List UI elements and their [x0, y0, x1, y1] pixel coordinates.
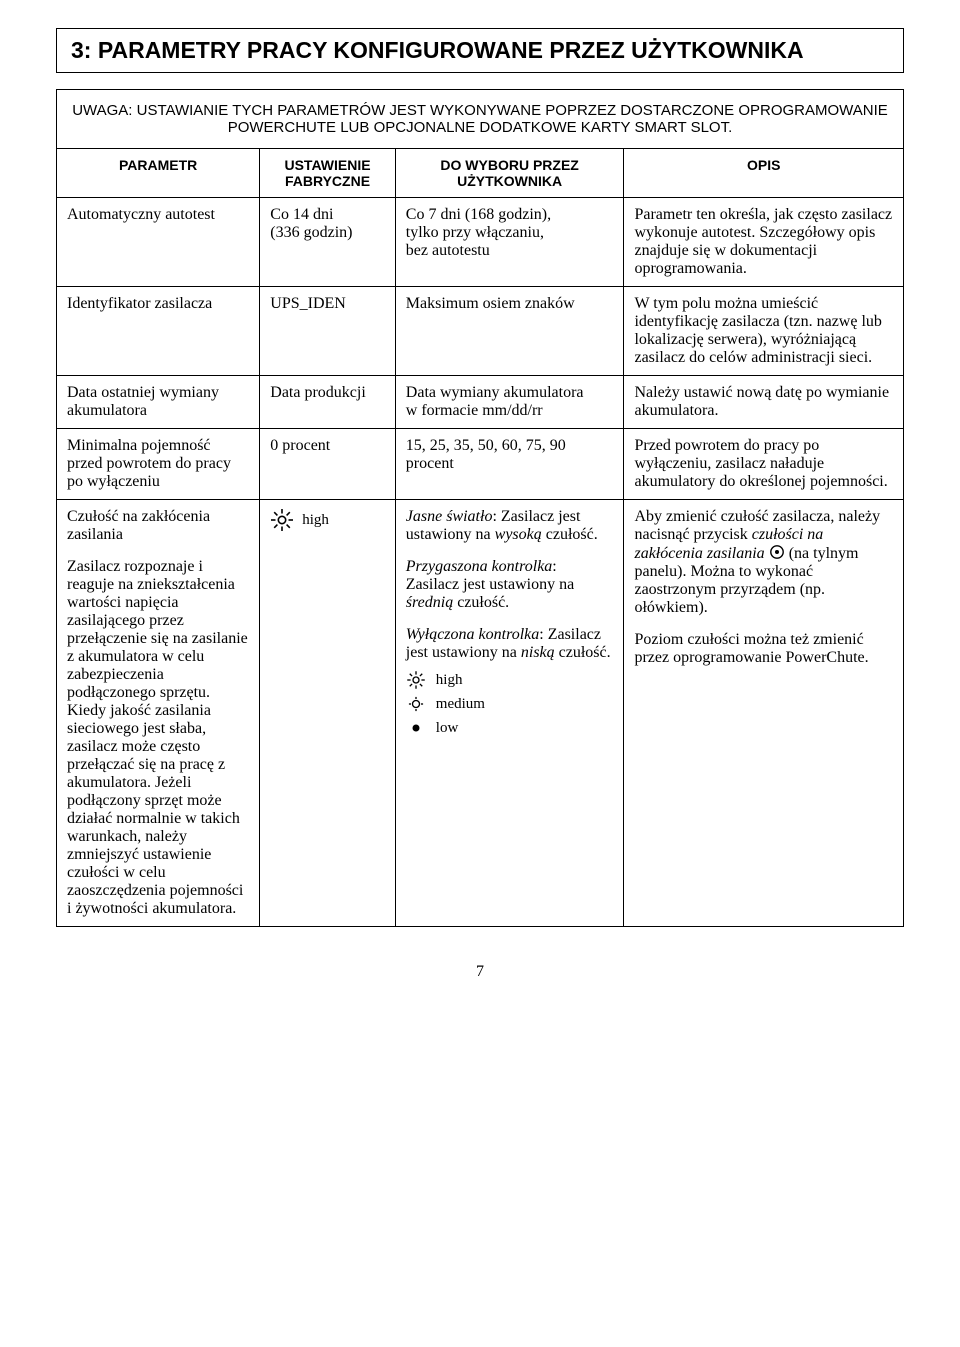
- cell-choice-mincap: 15, 25, 35, 50, 60, 75, 90 procent: [395, 429, 624, 500]
- sens-desc-p1: Aby zmienić czułość zasilacza, należy na…: [634, 508, 893, 617]
- sens-choice-p3a: Wyłączona kontrolka: [406, 626, 539, 643]
- sens-choice-p3c: niską: [521, 644, 555, 661]
- header-desc: OPIS: [624, 149, 904, 198]
- header-choice: DO WYBORU PRZEZ UŻYTKOWNIKA: [395, 149, 624, 198]
- header-parameter-text: PARAMETR: [119, 157, 197, 173]
- sens-choice-p1a: Jasne światło: [406, 508, 493, 525]
- section-title: 3: PARAMETRY PRACY KONFIGUROWANE PRZEZ U…: [71, 37, 804, 63]
- cell-choice-upsid: Maksimum osiem znaków: [395, 287, 624, 376]
- autotest-choice-l2: tylko przy włączaniu,: [406, 224, 544, 241]
- sensitivity-legend: high: [406, 670, 614, 738]
- sens-choice-p1c: wysoką: [495, 526, 542, 543]
- table-header-row: PARAMETR USTAWIENIE FABRYCZNE DO WYBORU …: [57, 149, 904, 198]
- sun-high-icon: [406, 670, 426, 690]
- sens-choice-p2: Przygaszona kontrolka: Zasilacz jest ust…: [406, 558, 614, 612]
- sens-setting-label: high: [302, 512, 329, 529]
- sens-choice-p3d: czułość.: [555, 644, 611, 661]
- mincap-param-l1: Minimalna pojemność: [67, 437, 211, 454]
- cell-choice-sensitivity: Jasne światło: Zasilacz jest ustawiony n…: [395, 500, 624, 927]
- cell-param-mincap: Minimalna pojemność przed powrotem do pr…: [57, 429, 260, 500]
- cell-choice-batt-date: Data wymiany akumulatora w formacie mm/d…: [395, 376, 624, 429]
- battdate-choice-l2: w formacie mm/dd/rr: [406, 402, 543, 419]
- mincap-choice-l1: 15, 25, 35, 50, 60, 75, 90: [406, 437, 566, 454]
- battdate-choice-l1: Data wymiany akumulatora: [406, 384, 584, 401]
- mincap-choice-l2: procent: [406, 455, 454, 472]
- table-row: Automatyczny autotest Co 14 dni (336 god…: [57, 198, 904, 287]
- legend-low-label: low: [436, 720, 459, 737]
- table-row: Identyfikator zasilacza UPS_IDEN Maksimu…: [57, 287, 904, 376]
- sens-choice-p1: Jasne światło: Zasilacz jest ustawiony n…: [406, 508, 614, 544]
- sens-desc-p2: Poziom czułości można też zmienić przez …: [634, 631, 893, 667]
- legend-high-label: high: [436, 672, 463, 689]
- cell-param-sensitivity: Czułość na zakłócenia zasilania Zasilacz…: [57, 500, 260, 927]
- table-row: Minimalna pojemność przed powrotem do pr…: [57, 429, 904, 500]
- sens-choice-p3: Wyłączona kontrolka: Zasilacz jest ustaw…: [406, 626, 614, 662]
- autotest-setting-l1: Co 14 dni: [270, 206, 333, 223]
- cell-param-batt-date: Data ostatniej wymiany akumulatora: [57, 376, 260, 429]
- legend-row-medium: medium: [406, 694, 614, 714]
- sens-param-p1: Czułość na zakłócenia zasilania: [67, 508, 249, 544]
- battdate-param-l1: Data ostatniej wymiany: [67, 384, 219, 401]
- cell-desc-mincap: Przed powrotem do pracy po wyłączeniu, z…: [624, 429, 904, 500]
- table-row: Czułość na zakłócenia zasilania Zasilacz…: [57, 500, 904, 927]
- header-desc-text: OPIS: [747, 157, 780, 173]
- sun-high-icon-row: high: [270, 508, 329, 532]
- dot-low-icon: [406, 718, 426, 738]
- table-row: Data ostatniej wymiany akumulatora Data …: [57, 376, 904, 429]
- legend-row-high: high: [406, 670, 614, 690]
- legend-medium-label: medium: [436, 696, 485, 713]
- cell-desc-sensitivity: Aby zmienić czułość zasilacza, należy na…: [624, 500, 904, 927]
- note-line-1: UWAGA: USTAWIANIE TYCH PARAMETRÓW JEST W…: [71, 102, 889, 119]
- legend-row-low: low: [406, 718, 614, 738]
- page-number: 7: [56, 963, 904, 981]
- sens-choice-p2a: Przygaszona kontrolka: [406, 558, 553, 575]
- mincap-param-l2: przed powrotem do pracy: [67, 455, 231, 472]
- header-setting-1: USTAWIENIE: [284, 157, 370, 173]
- cell-setting-mincap: 0 procent: [260, 429, 396, 500]
- cell-setting-batt-date: Data produkcji: [260, 376, 396, 429]
- header-parameter: PARAMETR: [57, 149, 260, 198]
- mincap-param-l3: po wyłączeniu: [67, 473, 160, 490]
- note-box: UWAGA: USTAWIANIE TYCH PARAMETRÓW JEST W…: [56, 89, 904, 148]
- sens-choice-p2c: średnią: [406, 594, 453, 611]
- autotest-setting-l2: (336 godzin): [270, 224, 352, 241]
- sun-medium-icon: [406, 694, 426, 714]
- sens-choice-p2d: czułość.: [453, 594, 509, 611]
- cell-setting-autotest: Co 14 dni (336 godzin): [260, 198, 396, 287]
- cell-setting-upsid: UPS_IDEN: [260, 287, 396, 376]
- sens-param-p2: Zasilacz rozpoznaje i reaguje na znieksz…: [67, 558, 249, 918]
- autotest-choice-l1: Co 7 dni (168 godzin),: [406, 206, 551, 223]
- cell-desc-batt-date: Należy ustawić nową datę po wymianie aku…: [624, 376, 904, 429]
- document-page: 3: PARAMETRY PRACY KONFIGUROWANE PRZEZ U…: [0, 0, 960, 1021]
- sun-bright-icon: [270, 508, 294, 532]
- autotest-choice-l3: bez autotestu: [406, 242, 490, 259]
- parameters-table: PARAMETR USTAWIENIE FABRYCZNE DO WYBORU …: [56, 148, 904, 927]
- header-setting: USTAWIENIE FABRYCZNE: [260, 149, 396, 198]
- sens-choice-p1d: czułość.: [542, 526, 598, 543]
- header-choice-1: DO WYBORU PRZEZ: [440, 157, 578, 173]
- button-circle-icon: [769, 544, 785, 560]
- section-title-box: 3: PARAMETRY PRACY KONFIGUROWANE PRZEZ U…: [56, 28, 904, 73]
- note-line-2: POWERCHUTE LUB OPCJONALNE DODATKOWE KART…: [71, 119, 889, 136]
- header-choice-2: UŻYTKOWNIKA: [457, 173, 562, 189]
- cell-param-autotest: Automatyczny autotest: [57, 198, 260, 287]
- header-setting-2: FABRYCZNE: [285, 173, 370, 189]
- cell-setting-sensitivity: high: [260, 500, 396, 927]
- battdate-param-l2: akumulatora: [67, 402, 147, 419]
- cell-desc-autotest: Parametr ten określa, jak często zasilac…: [624, 198, 904, 287]
- cell-desc-upsid: W tym polu można umieścić identyfikację …: [624, 287, 904, 376]
- cell-choice-autotest: Co 7 dni (168 godzin), tylko przy włącza…: [395, 198, 624, 287]
- cell-param-upsid: Identyfikator zasilacza: [57, 287, 260, 376]
